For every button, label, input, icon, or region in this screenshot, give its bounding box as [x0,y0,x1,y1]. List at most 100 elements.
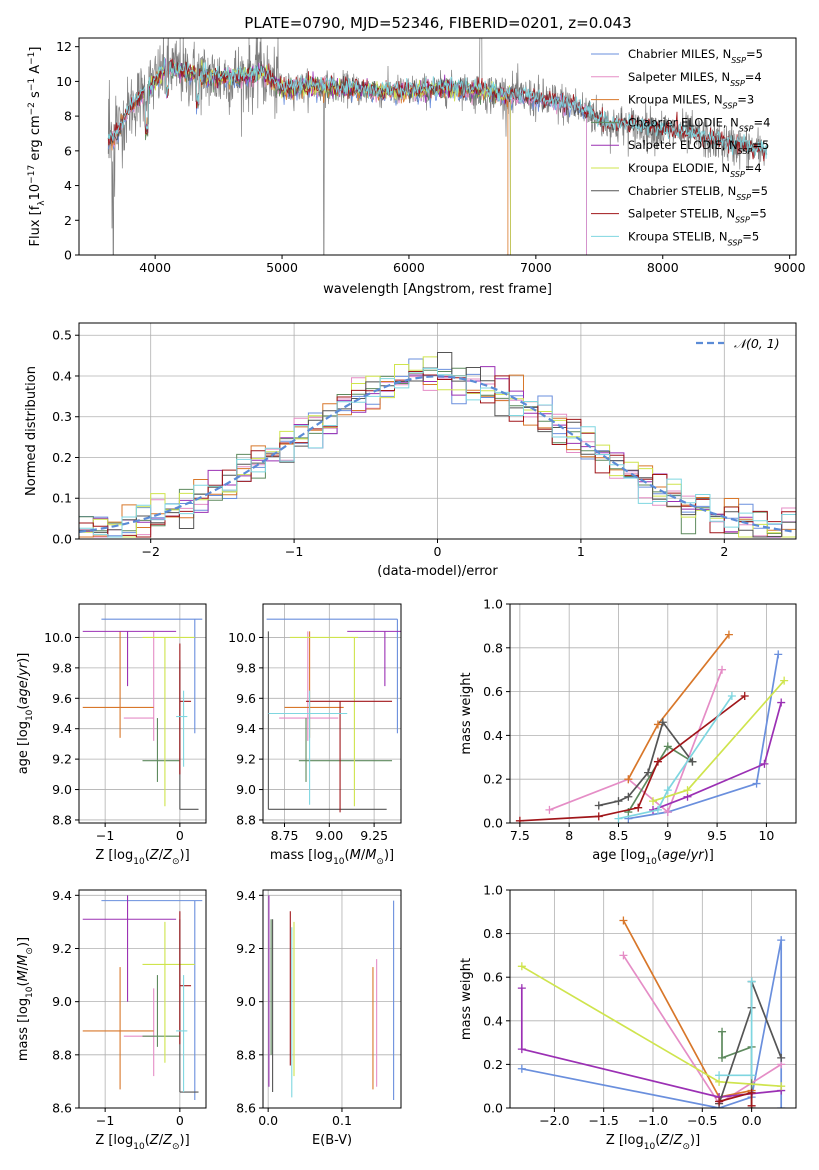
y-tick-label: 9.2 [236,752,256,767]
legend-label: Chabrier ELODIE, NSSP=4 [628,115,770,132]
panel-mass_vs_EBV: 0.0 0.1 8.6 8.8 9.0 9.2 9.4 E(B-V) [236,888,402,1148]
x-tick-label: 8000 [647,260,679,275]
mass-weight-marker [634,803,643,812]
axes-frame [78,603,207,824]
panel-mass_vs_Z: −1 0 8.6 8.8 9.0 9.2 9.4 Z [log10(Z/Z⊙)] mass [l… [16,888,207,1152]
plot-area [79,352,796,538]
x-axis-label: Z [log10(Z/Z⊙)] [606,1133,700,1152]
legend-label: 𝒩(0, 1) [734,336,780,351]
y-tick-label: 9.6 [52,691,72,706]
mass-weight-marker [740,691,749,700]
y-tick-label: 9.4 [236,888,256,903]
y-tick-label: 8.8 [52,1047,72,1062]
normal-curve [79,375,794,533]
plot-area [517,916,786,1108]
mass-weight-marker [624,775,633,784]
y-tick-label: 8.8 [236,812,256,827]
y-axis-label: age [log10(age/yr)] [16,653,35,775]
y-tick-label: 9.4 [52,888,72,903]
y-tick-label: 9.0 [236,782,256,797]
y-tick-label: 8.6 [236,1101,256,1116]
y-tick-label: 9.6 [236,691,256,706]
y-tick-label: 0.0 [483,1101,503,1116]
mass-weight-marker [688,757,697,766]
y-tick-label: 8 [64,109,72,124]
legend-label: Kroupa MILES, NSSP=3 [628,93,754,111]
y-tick-label: 10 [56,74,72,89]
figure-title: PLATE=0790, MJD=52346, FIBERID=0201, z=0… [244,14,631,32]
y-tick-label: 0 [64,248,72,263]
x-tick-label: −1.5 [589,1113,619,1128]
mass-weight-line [627,634,730,780]
y-axis-label: Normed distribution [24,366,39,496]
x-tick-label: −0.5 [687,1113,717,1128]
mass-weight-marker [517,984,526,993]
panel-spectrum: 4000 5000 6000 7000 8000 9000 0 2 4 6 8 10 12 wavelen… [27,37,806,297]
plot-area [107,38,768,255]
mass-weight-line [598,720,694,807]
legend-label: Salpeter ELODIE, NSSP=5 [628,138,769,156]
y-tick-label: 9.2 [236,941,256,956]
x-tick-label: 8.5 [609,828,629,843]
y-tick-label: 0.4 [483,1013,503,1028]
mass-weight-marker [777,1104,786,1108]
legend-label: Salpeter MILES, NSSP=4 [628,70,762,88]
y-tick-label: 0.4 [483,728,503,743]
legend-label: Kroupa STELIB, NSSP=5 [628,229,759,247]
y-tick-label: 9.0 [236,994,256,1009]
mass-weight-line [719,981,753,1077]
x-tick-label: 0 [176,1113,184,1128]
y-tick-label: 8.8 [52,812,72,827]
x-tick-label: 0 [176,828,184,843]
y-tick-label: 12 [56,39,72,54]
mass-weight-marker [515,816,524,823]
axes-frame [78,889,207,1109]
x-tick-label: 4000 [139,260,171,275]
y-tick-label: 0.2 [483,1057,503,1072]
x-tick-label: 9.5 [707,828,727,843]
x-axis-label: Z [log10(Z/Z⊙)] [95,1133,189,1152]
y-tick-label: 9.2 [52,752,72,767]
plot-area [266,618,401,813]
y-tick-label: 9.8 [236,660,256,675]
x-tick-label: 0.0 [258,1113,278,1128]
mass-weight-marker [718,1027,727,1036]
mass-weight-line [521,965,782,1088]
x-tick-label: 0.1 [332,1113,352,1128]
mass-weight-line [622,920,752,1099]
y-tick-label: 0.3 [52,409,72,424]
axes-frame [262,603,402,824]
mass-weight-line [549,669,723,814]
model-spectrum [107,58,768,162]
y-axis-label: mass weight [459,672,474,754]
y-tick-label: 6 [64,143,72,158]
mass-weight-marker [715,1071,724,1080]
x-tick-label: 7.5 [510,828,530,843]
mass-weight-marker [777,698,786,707]
x-tick-label: 9000 [774,260,806,275]
x-tick-label: 8.75 [271,828,299,843]
y-axis-label: mass [log10(M/M⊙)] [16,937,35,1061]
y-tick-label: 0.8 [483,640,503,655]
y-tick-label: 0.6 [483,684,503,699]
legend-label: Chabrier MILES, NSSP=5 [628,47,763,65]
x-tick-label: 7000 [520,260,552,275]
mass-weight-line [519,695,746,822]
mass-weight-marker [653,757,662,766]
mass-weight-marker [619,916,628,925]
y-tick-label: 9.0 [52,782,72,797]
mass-weight-marker [614,797,623,806]
mass-weight-marker [727,691,736,700]
mass-weight-marker [683,786,692,795]
mass-weight-marker [777,936,786,945]
y-tick-label: 2 [64,213,72,228]
x-axis-label: E(B-V) [312,1133,352,1148]
mass-weight-marker [545,805,554,814]
mass-weight-marker [663,808,672,817]
legend-label: Chabrier STELIB, NSSP=5 [628,184,768,202]
y-tick-label: 0.5 [52,328,72,343]
mass-weight-line [652,702,783,811]
mass-weight-marker [658,718,667,727]
axes-frame [509,603,797,824]
